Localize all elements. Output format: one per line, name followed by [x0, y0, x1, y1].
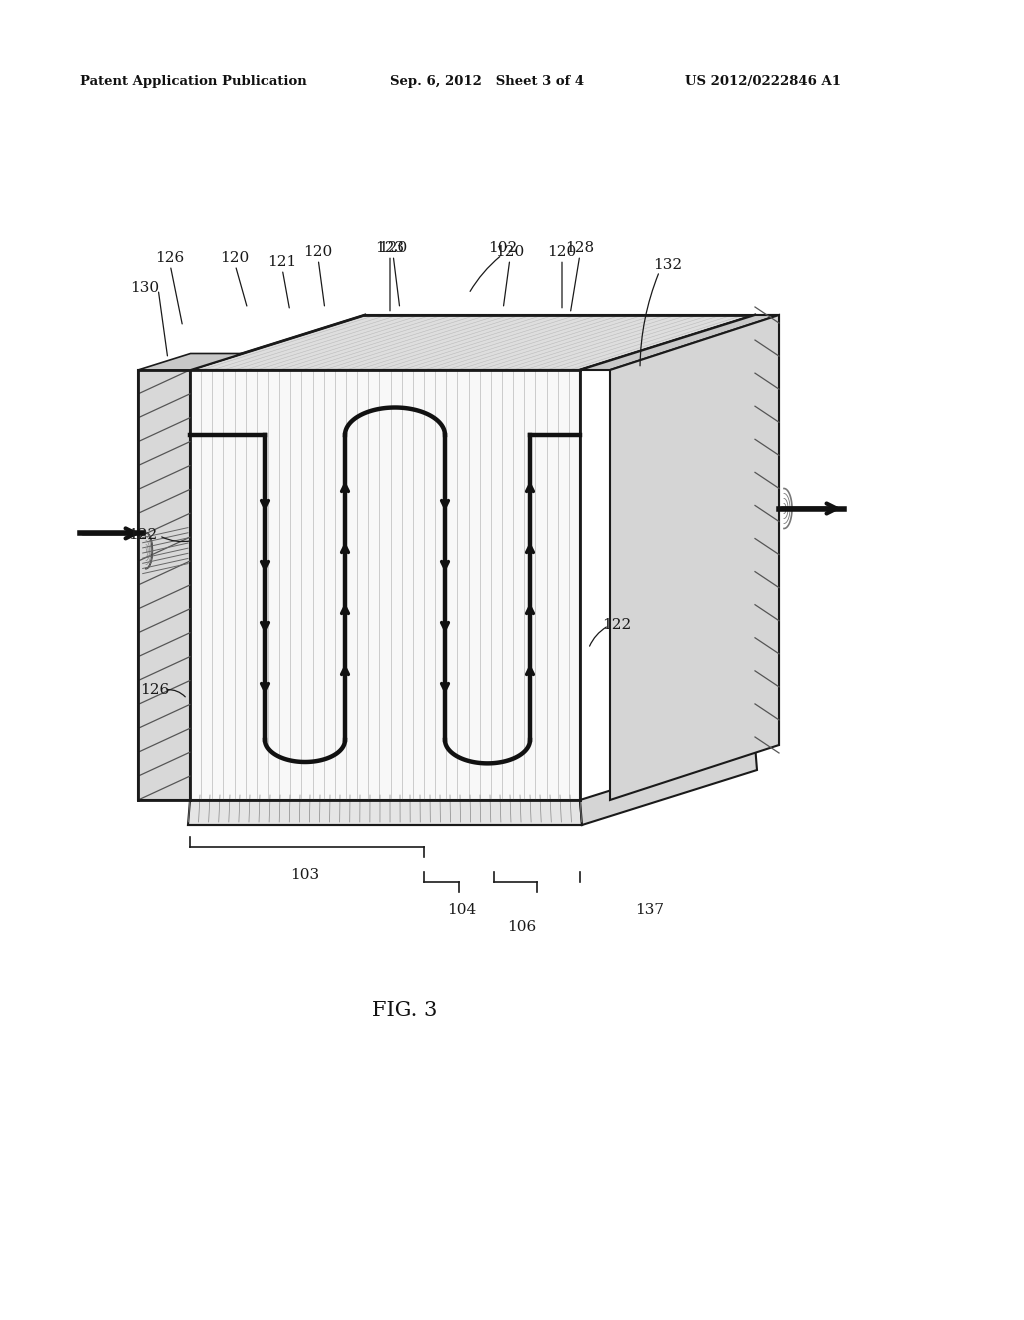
Text: 128: 128	[565, 242, 595, 255]
Text: 121: 121	[267, 255, 297, 269]
Text: 122: 122	[602, 618, 632, 632]
Polygon shape	[190, 315, 755, 370]
Polygon shape	[755, 315, 779, 744]
Text: 103: 103	[291, 869, 319, 882]
Text: 126: 126	[156, 251, 184, 265]
Text: 106: 106	[507, 920, 537, 935]
Polygon shape	[580, 315, 779, 370]
Text: US 2012/0222846 A1: US 2012/0222846 A1	[685, 75, 841, 88]
Text: 137: 137	[636, 903, 665, 917]
Text: 120: 120	[303, 246, 333, 259]
Polygon shape	[138, 354, 243, 370]
Text: 120: 120	[548, 246, 577, 259]
Text: 120: 120	[220, 251, 250, 265]
Text: 126: 126	[140, 682, 170, 697]
Text: 132: 132	[653, 257, 683, 272]
Text: 120: 120	[496, 246, 524, 259]
Text: Patent Application Publication: Patent Application Publication	[80, 75, 307, 88]
Text: 130: 130	[130, 281, 160, 294]
Polygon shape	[610, 315, 779, 800]
Text: 123: 123	[376, 242, 404, 255]
Text: 122: 122	[128, 528, 158, 543]
Polygon shape	[188, 800, 582, 825]
Polygon shape	[190, 370, 580, 800]
Text: 102: 102	[488, 242, 517, 255]
Text: 104: 104	[447, 903, 476, 917]
Text: Sep. 6, 2012   Sheet 3 of 4: Sep. 6, 2012 Sheet 3 of 4	[390, 75, 584, 88]
Polygon shape	[138, 370, 190, 800]
Text: FIG. 3: FIG. 3	[373, 1001, 437, 1019]
Text: 120: 120	[379, 242, 408, 255]
Polygon shape	[580, 744, 757, 825]
